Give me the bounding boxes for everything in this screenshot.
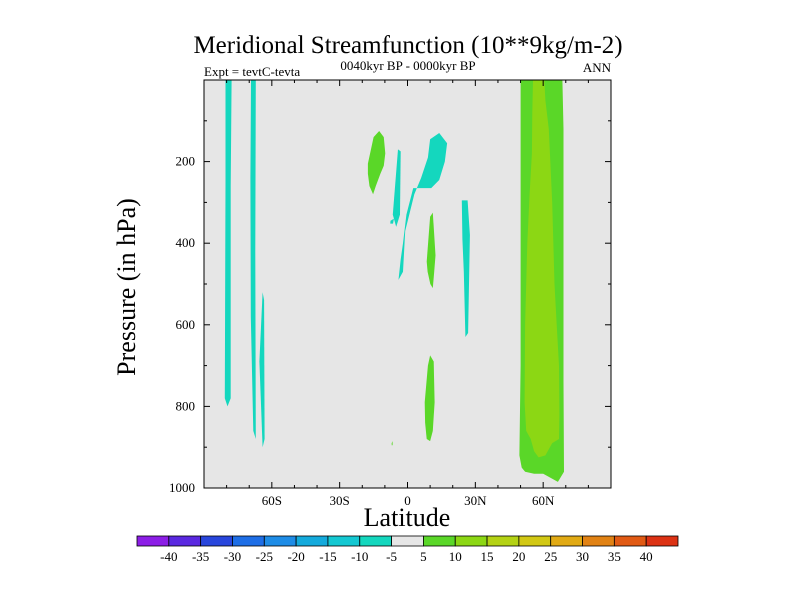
chart-title: Meridional Streamfunction (10**9kg/m-2) (193, 32, 622, 59)
colorbar-label: 35 (608, 549, 621, 564)
colorbar-swatch (168, 535, 202, 547)
chart-subtitle-left: Expt = tevtC-tevta (204, 64, 300, 79)
contour-region-1 (224, 80, 232, 407)
colorbar-label: 10 (449, 549, 462, 564)
contour-region-5 (392, 149, 401, 227)
colorbar: -40 -35 -30 -25 -20 -15 -10 -5 5 10 15 20 25 30 35 40 (136, 535, 679, 564)
contour-region-10 (424, 355, 435, 442)
colorbar-swatch (327, 535, 361, 547)
x-tick-label: 0 (404, 493, 411, 508)
colorbar-swatch (232, 535, 265, 547)
colorbar-swatch (518, 535, 552, 547)
colorbar-swatch (454, 535, 488, 547)
colorbar-swatch (295, 535, 329, 547)
x-tick-label: 60S (262, 493, 282, 508)
colorbar-swatch (263, 535, 297, 547)
colorbar-label: 25 (544, 549, 557, 564)
chart-subtitle-center: 0040kyr BP - 0000kyr BP (340, 58, 475, 73)
contour-region-11 (391, 441, 393, 446)
colorbar-label: -40 (160, 549, 177, 564)
colorbar-label: -25 (256, 549, 273, 564)
y-tick-label: 800 (176, 398, 196, 413)
y-tick-label: 1000 (169, 480, 195, 495)
colorbar-label: -30 (224, 549, 241, 564)
colorbar-label: 5 (420, 549, 427, 564)
colorbar-swatch (423, 535, 456, 547)
colorbar-label: 20 (512, 549, 525, 564)
colorbar-swatch (486, 535, 520, 547)
colorbar-swatch (550, 535, 583, 547)
x-tick-label: 30N (464, 493, 487, 508)
x-tick-label: 30S (330, 493, 350, 508)
contour-region-9 (426, 212, 436, 289)
contour-region-2 (250, 80, 256, 439)
y-tick-label: 400 (176, 235, 196, 250)
colorbar-label: 40 (640, 549, 653, 564)
colorbar-swatch (645, 535, 679, 547)
colorbar-label: 15 (481, 549, 494, 564)
colorbar-swatch (613, 535, 647, 547)
colorbar-swatch (359, 535, 392, 547)
colorbar-label: -20 (287, 549, 304, 564)
x-tick-label: 60N (532, 493, 555, 508)
x-axis-ticks: 60S 30S 0 30N 60N (203, 80, 612, 508)
colorbar-label: 30 (576, 549, 589, 564)
contour-region-13 (524, 80, 560, 458)
colorbar-label: -5 (386, 549, 397, 564)
y-tick-label: 600 (176, 317, 196, 332)
chart-subtitle-right: ANN (583, 60, 612, 75)
colorbar-swatch (200, 535, 233, 547)
contour-region-6 (390, 218, 394, 224)
y-axis-label: Pressure (in hPa) (112, 198, 141, 376)
contour-region-3 (259, 292, 265, 448)
contour-regions (224, 80, 564, 482)
x-axis-label: Latitude (364, 503, 451, 532)
colorbar-label: -15 (319, 549, 336, 564)
contour-region-4 (398, 133, 448, 280)
colorbar-swatch (582, 535, 615, 547)
contour-region-7 (461, 200, 470, 337)
contour-region-8 (367, 131, 386, 195)
y-tick-label: 200 (176, 154, 196, 169)
colorbar-label: -10 (351, 549, 368, 564)
colorbar-label: -35 (192, 549, 209, 564)
colorbar-swatch (136, 535, 170, 547)
y-axis-ticks: 200 400 600 800 1000 (169, 120, 611, 495)
colorbar-swatch (391, 535, 424, 547)
